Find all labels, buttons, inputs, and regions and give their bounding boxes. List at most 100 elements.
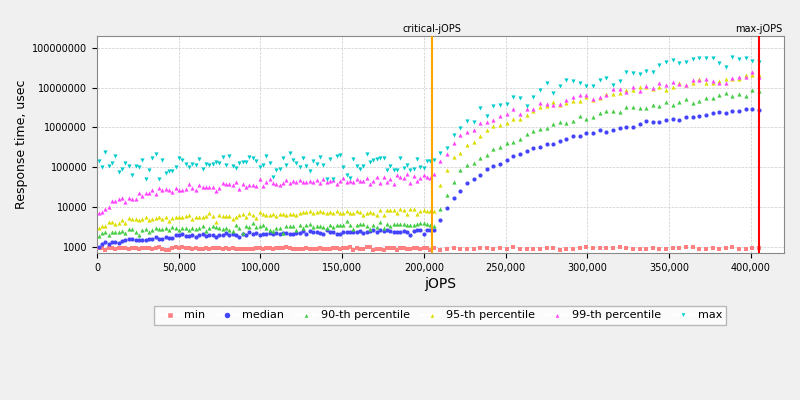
- Point: [387, 207, 400, 213]
- Point: [520, 131, 533, 137]
- Point: [220, 244, 233, 251]
- Point: [294, 176, 306, 183]
- Point: [323, 222, 336, 229]
- Point: [414, 246, 427, 252]
- Point: [159, 247, 172, 253]
- Point: [660, 87, 673, 94]
- Point: [122, 236, 135, 242]
- Point: [660, 246, 673, 252]
- Point: [133, 217, 146, 223]
- Point: [210, 234, 222, 240]
- Point: [540, 103, 553, 109]
- Point: [92, 233, 105, 239]
- Point: [666, 78, 679, 85]
- Point: [370, 224, 383, 230]
- Point: [560, 97, 573, 104]
- Point: [300, 208, 313, 215]
- Point: [99, 229, 112, 236]
- Point: [240, 184, 253, 190]
- Point: [179, 160, 192, 167]
- Point: [746, 87, 758, 94]
- Point: [620, 87, 633, 94]
- Point: [96, 230, 109, 236]
- Point: [179, 233, 192, 239]
- Point: [421, 227, 434, 234]
- Point: [300, 222, 313, 228]
- Point: [377, 247, 390, 253]
- Point: [574, 113, 586, 119]
- Point: [633, 88, 646, 94]
- Point: [733, 56, 746, 62]
- Point: [270, 245, 282, 251]
- Point: [454, 132, 466, 138]
- Point: [230, 232, 242, 238]
- Point: [327, 228, 340, 235]
- Point: [150, 245, 162, 252]
- Point: [566, 246, 579, 252]
- Point: [360, 210, 373, 216]
- Point: [119, 199, 132, 205]
- Point: [182, 164, 195, 170]
- Point: [381, 226, 394, 233]
- Point: [170, 244, 182, 250]
- Point: [461, 246, 474, 252]
- Point: [739, 72, 752, 78]
- Point: [206, 161, 219, 168]
- Point: [390, 167, 403, 173]
- Point: [686, 76, 699, 83]
- Point: [606, 91, 619, 97]
- Point: [613, 244, 626, 250]
- Point: [286, 223, 299, 229]
- Point: [427, 227, 440, 234]
- Point: [283, 230, 296, 237]
- Point: [213, 245, 226, 251]
- Point: [99, 246, 112, 253]
- Point: [159, 170, 172, 176]
- Point: [626, 84, 639, 91]
- Point: [481, 118, 494, 125]
- Point: [344, 178, 357, 184]
- Point: [106, 219, 118, 225]
- Point: [330, 180, 343, 187]
- Point: [337, 210, 350, 216]
- Point: [401, 229, 414, 236]
- Point: [347, 229, 360, 235]
- Point: [646, 102, 659, 109]
- Point: [693, 76, 706, 83]
- Point: [283, 210, 296, 217]
- Point: [414, 164, 427, 171]
- Point: [679, 96, 692, 102]
- Point: [387, 180, 400, 187]
- Point: [206, 244, 219, 251]
- Point: [206, 222, 219, 229]
- Point: [566, 94, 579, 100]
- Point: [606, 82, 619, 88]
- Point: [129, 162, 142, 169]
- Point: [314, 223, 326, 229]
- Point: [404, 206, 417, 212]
- Point: [243, 210, 256, 216]
- Point: [401, 162, 414, 168]
- Point: [534, 100, 546, 106]
- Point: [600, 74, 613, 81]
- Point: [223, 246, 236, 252]
- Point: [381, 207, 394, 214]
- Point: [186, 185, 199, 191]
- Point: [507, 106, 520, 112]
- Point: [250, 215, 262, 221]
- Point: [441, 246, 454, 252]
- Point: [554, 138, 566, 144]
- Point: [586, 244, 599, 251]
- Point: [520, 112, 533, 119]
- Point: [136, 157, 149, 164]
- Point: [317, 161, 330, 168]
- Point: [203, 162, 216, 168]
- Point: [173, 186, 186, 193]
- Point: [679, 244, 692, 250]
- Point: [166, 245, 178, 252]
- Point: [434, 182, 446, 188]
- Point: [257, 210, 270, 217]
- Point: [447, 132, 460, 138]
- Point: [266, 211, 279, 218]
- Point: [407, 222, 420, 228]
